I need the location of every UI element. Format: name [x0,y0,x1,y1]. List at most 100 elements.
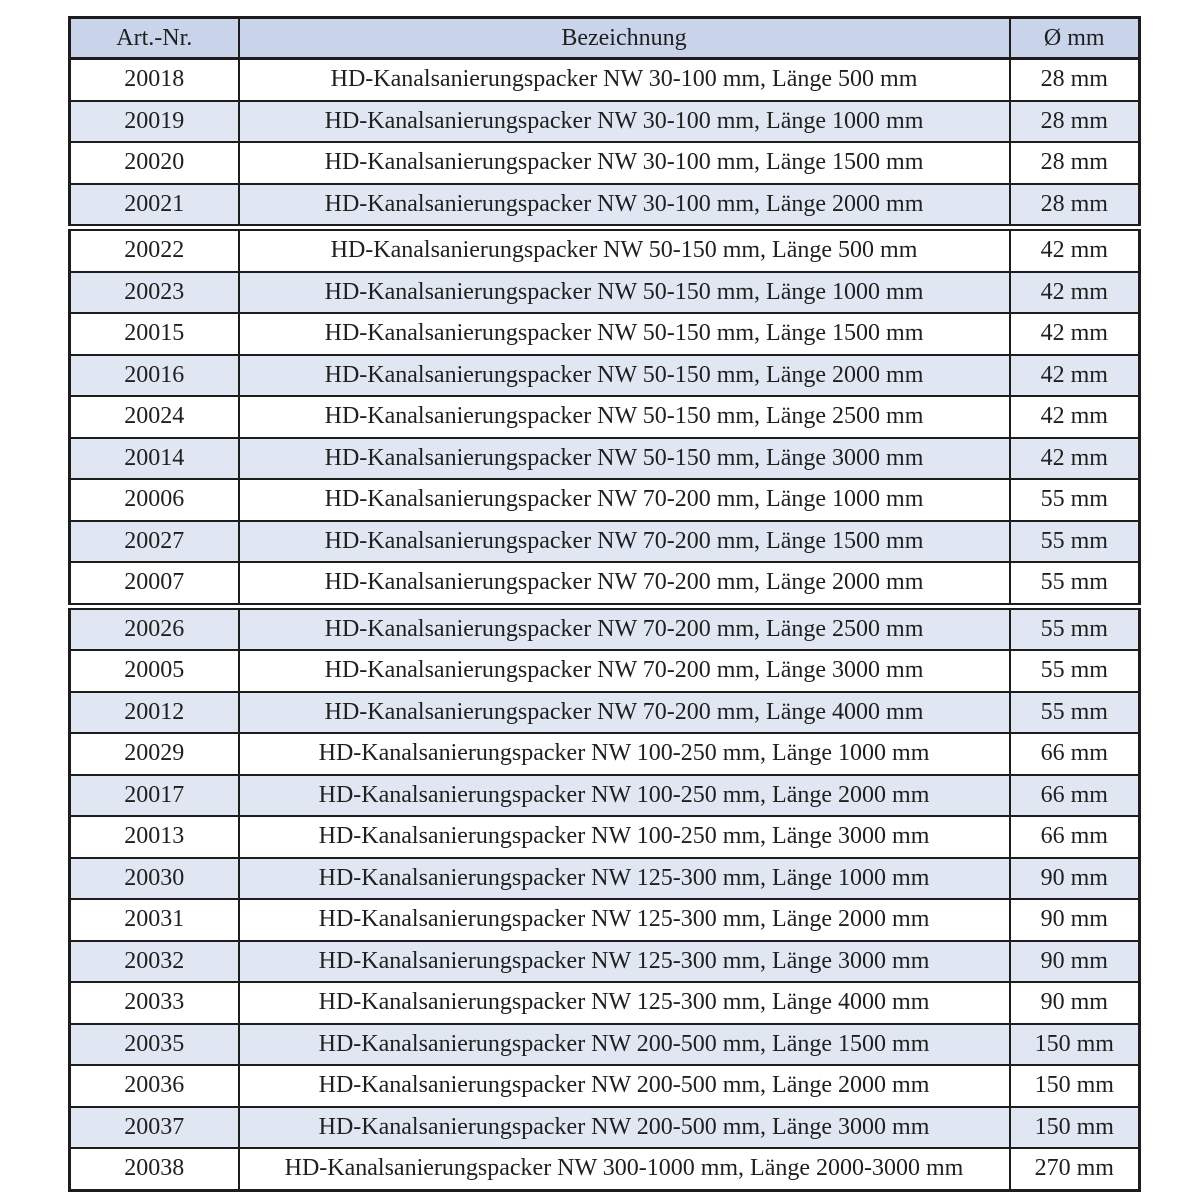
diameter-cell: 55 mm [1008,690,1141,734]
table-row: 20031 HD-Kanalsanierungspacker NW 125-30… [68,898,1141,942]
diameter-cell: 42 mm [1008,312,1141,356]
diameter-cell: 270 mm [1008,1147,1141,1191]
art-nr-cell: 20027 [68,519,240,563]
bezeichnung-cell: HD-Kanalsanierungspacker NW 30-100 mm, L… [237,182,1011,229]
bezeichnung-cell: HD-Kanalsanierungspacker NW 100-250 mm, … [237,815,1011,859]
art-nr-cell: 20013 [68,815,240,859]
bezeichnung-cell: HD-Kanalsanierungspacker NW 70-200 mm, L… [237,478,1011,522]
diameter-cell: 66 mm [1008,732,1141,776]
table-row: 20027 HD-Kanalsanierungspacker NW 70-200… [68,519,1141,563]
bezeichnung-cell: HD-Kanalsanierungspacker NW 200-500 mm, … [237,1105,1011,1149]
product-table: Art.-Nr. Bezeichnung Ø mm 20018 HD-Kanal… [68,16,1141,1192]
diameter-cell: 55 mm [1008,478,1141,522]
bezeichnung-cell: HD-Kanalsanierungspacker NW 70-200 mm, L… [237,690,1011,734]
art-nr-cell: 20035 [68,1022,240,1066]
table-row: 20006 HD-Kanalsanierungspacker NW 70-200… [68,478,1141,522]
table-row: 20014 HD-Kanalsanierungspacker NW 50-150… [68,436,1141,480]
header-row: Art.-Nr. Bezeichnung Ø mm [68,16,1141,60]
table-header: Art.-Nr. Bezeichnung Ø mm [68,16,1141,60]
bezeichnung-cell: HD-Kanalsanierungspacker NW 100-250 mm, … [237,773,1011,817]
bezeichnung-cell: HD-Kanalsanierungspacker NW 300-1000 mm,… [237,1147,1011,1191]
art-nr-cell: 20029 [68,732,240,776]
art-nr-cell: 20006 [68,478,240,522]
table-row: 20032 HD-Kanalsanierungspacker NW 125-30… [68,939,1141,983]
art-nr-cell: 20037 [68,1105,240,1149]
table-row: 20024 HD-Kanalsanierungspacker NW 50-150… [68,395,1141,439]
bezeichnung-cell: HD-Kanalsanierungspacker NW 100-250 mm, … [237,732,1011,776]
art-nr-cell: 20005 [68,649,240,693]
bezeichnung-cell: HD-Kanalsanierungspacker NW 50-150 mm, L… [237,436,1011,480]
art-nr-cell: 20024 [68,395,240,439]
art-nr-cell: 20021 [68,182,240,229]
bezeichnung-cell: HD-Kanalsanierungspacker NW 200-500 mm, … [237,1022,1011,1066]
art-nr-cell: 20030 [68,856,240,900]
diameter-cell: 150 mm [1008,1022,1141,1066]
bezeichnung-cell: HD-Kanalsanierungspacker NW 50-150 mm, L… [237,224,1011,273]
bezeichnung-cell: HD-Kanalsanierungspacker NW 125-300 mm, … [237,939,1011,983]
art-nr-cell: 20014 [68,436,240,480]
art-nr-cell: 20036 [68,1064,240,1108]
table-row: 20026 HD-Kanalsanierungspacker NW 70-200… [68,602,1141,651]
diameter-cell: 55 mm [1008,649,1141,693]
art-nr-cell: 20015 [68,312,240,356]
diameter-cell: 90 mm [1008,939,1141,983]
bezeichnung-cell: HD-Kanalsanierungspacker NW 50-150 mm, L… [237,353,1011,397]
art-nr-cell: 20026 [68,602,240,651]
diameter-cell: 55 mm [1008,602,1141,651]
art-nr-cell: 20016 [68,353,240,397]
bezeichnung-cell: HD-Kanalsanierungspacker NW 70-200 mm, L… [237,649,1011,693]
diameter-cell: 55 mm [1008,519,1141,563]
art-nr-cell: 20007 [68,561,240,607]
table-row: 20013 HD-Kanalsanierungspacker NW 100-25… [68,815,1141,859]
diameter-cell: 90 mm [1008,898,1141,942]
art-nr-cell: 20020 [68,141,240,185]
art-nr-cell: 20038 [68,1147,240,1191]
column-header-bezeichnung: Bezeichnung [237,16,1011,60]
bezeichnung-cell: HD-Kanalsanierungspacker NW 70-200 mm, L… [237,561,1011,607]
diameter-cell: 66 mm [1008,773,1141,817]
art-nr-cell: 20012 [68,690,240,734]
diameter-cell: 150 mm [1008,1064,1141,1108]
bezeichnung-cell: HD-Kanalsanierungspacker NW 30-100 mm, L… [237,99,1011,143]
art-nr-cell: 20022 [68,224,240,273]
table-row: 20016 HD-Kanalsanierungspacker NW 50-150… [68,353,1141,397]
bezeichnung-cell: HD-Kanalsanierungspacker NW 70-200 mm, L… [237,519,1011,563]
bezeichnung-cell: HD-Kanalsanierungspacker NW 50-150 mm, L… [237,395,1011,439]
table-row: 20012 HD-Kanalsanierungspacker NW 70-200… [68,690,1141,734]
diameter-cell: 28 mm [1008,182,1141,229]
art-nr-cell: 20017 [68,773,240,817]
diameter-cell: 90 mm [1008,856,1141,900]
diameter-cell: 42 mm [1008,224,1141,273]
table-row: 20035 HD-Kanalsanierungspacker NW 200-50… [68,1022,1141,1066]
art-nr-cell: 20023 [68,270,240,314]
art-nr-cell: 20033 [68,981,240,1025]
bezeichnung-cell: HD-Kanalsanierungspacker NW 125-300 mm, … [237,856,1011,900]
bezeichnung-cell: HD-Kanalsanierungspacker NW 50-150 mm, L… [237,270,1011,314]
table-row: 20023 HD-Kanalsanierungspacker NW 50-150… [68,270,1141,314]
table-row: 20017 HD-Kanalsanierungspacker NW 100-25… [68,773,1141,817]
table-row: 20019 HD-Kanalsanierungspacker NW 30-100… [68,99,1141,143]
diameter-cell: 42 mm [1008,353,1141,397]
column-header-art-nr: Art.-Nr. [68,16,240,60]
table-row: 20007 HD-Kanalsanierungspacker NW 70-200… [68,561,1141,607]
diameter-cell: 150 mm [1008,1105,1141,1149]
table-row: 20038 HD-Kanalsanierungspacker NW 300-10… [68,1147,1141,1191]
table-row: 20015 HD-Kanalsanierungspacker NW 50-150… [68,312,1141,356]
diameter-cell: 28 mm [1008,141,1141,185]
art-nr-cell: 20019 [68,99,240,143]
diameter-cell: 66 mm [1008,815,1141,859]
bezeichnung-cell: HD-Kanalsanierungspacker NW 30-100 mm, L… [237,141,1011,185]
table-row: 20037 HD-Kanalsanierungspacker NW 200-50… [68,1105,1141,1149]
art-nr-cell: 20018 [68,57,240,102]
table-row: 20036 HD-Kanalsanierungspacker NW 200-50… [68,1064,1141,1108]
bezeichnung-cell: HD-Kanalsanierungspacker NW 125-300 mm, … [237,981,1011,1025]
diameter-cell: 42 mm [1008,436,1141,480]
table-row: 20030 HD-Kanalsanierungspacker NW 125-30… [68,856,1141,900]
bezeichnung-cell: HD-Kanalsanierungspacker NW 70-200 mm, L… [237,602,1011,651]
diameter-cell: 42 mm [1008,395,1141,439]
diameter-cell: 42 mm [1008,270,1141,314]
bezeichnung-cell: HD-Kanalsanierungspacker NW 125-300 mm, … [237,898,1011,942]
table-row: 20021 HD-Kanalsanierungspacker NW 30-100… [68,182,1141,229]
table-row: 20029 HD-Kanalsanierungspacker NW 100-25… [68,732,1141,776]
